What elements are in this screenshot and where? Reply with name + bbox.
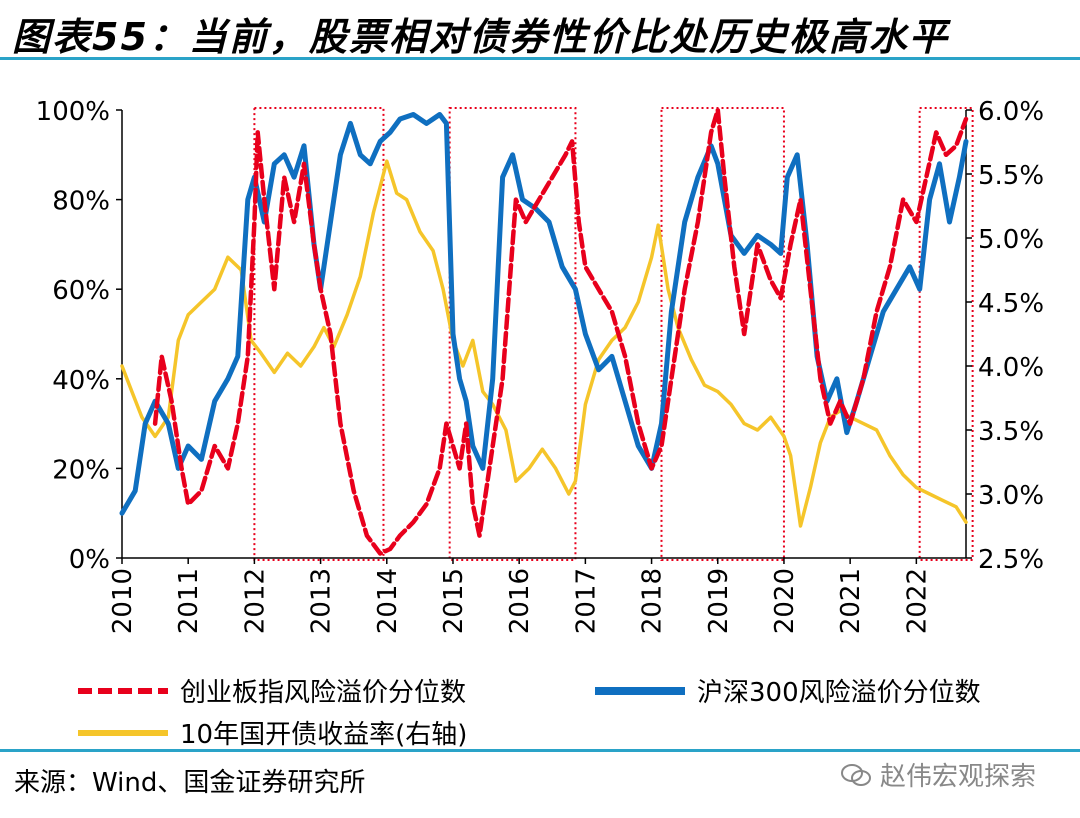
- y-right-tick-label: 5.0%: [978, 225, 1044, 255]
- legend-swatch-blue: [595, 686, 685, 695]
- chart-axes: [121, 110, 967, 559]
- watermark: 赵伟宏观探索: [840, 756, 1036, 793]
- series-line-0: [152, 107, 969, 556]
- x-tick-label: 2012: [240, 568, 270, 634]
- x-tick-label: 2018: [638, 568, 668, 634]
- x-tick-label: 2010: [108, 568, 138, 634]
- highlight-box-0: [253, 107, 385, 561]
- legend-label-red: 创业板指风险溢价分位数: [180, 678, 467, 708]
- legend-item-red: 创业板指风险溢价分位数: [78, 672, 466, 709]
- page-title: 图表55：当前，股票相对债券性价比处历史极高水平: [12, 15, 949, 59]
- highlight-boxes: [253, 107, 974, 561]
- chart-area: 0% 20% 40% 60% 80% 100% 2.5% 3.0% 3.5% 4.0% 4.5% 5.…: [36, 97, 1044, 634]
- highlight-box-2: [660, 107, 785, 561]
- x-tick-label: 2021: [836, 568, 866, 634]
- y-right-tick-label: 3.5%: [978, 417, 1044, 447]
- legend-item-blue: 沪深300风险溢价分位数: [595, 672, 981, 709]
- x-tick-label: 2011: [174, 568, 204, 634]
- y-left-tick-label: 80%: [52, 187, 110, 217]
- footer-divider: [0, 749, 1080, 752]
- x-tick-label: 2013: [307, 568, 337, 634]
- y-left-tick-label: 0%: [69, 545, 110, 575]
- chart-ticks: 0% 20% 40% 60% 80% 100% 2.5% 3.0% 3.5% 4.0% 4.5% 5.…: [36, 97, 1044, 634]
- highlight-box-3: [918, 107, 974, 561]
- x-tick-label: 2019: [704, 568, 734, 634]
- legend-item-yellow: 10年国开债收益率(右轴): [78, 714, 467, 751]
- y-right-tick-label: 4.5%: [978, 289, 1044, 319]
- watermark-text: 赵伟宏观探索: [880, 762, 1037, 792]
- y-left-tick-label: 100%: [36, 97, 110, 127]
- y-right-tick-label: 4.0%: [978, 353, 1044, 383]
- y-right-tick-label: 5.5%: [978, 161, 1044, 191]
- highlight-box-1: [448, 107, 577, 561]
- y-left-tick-label: 60%: [52, 276, 110, 306]
- y-left-tick-label: 20%: [52, 455, 110, 485]
- y-left-tick-label: 40%: [52, 366, 110, 396]
- chart-series: [119, 107, 969, 556]
- legend-label-yellow: 10年国开债收益率(右轴): [180, 720, 468, 750]
- legend-label-blue: 沪深300风险溢价分位数: [697, 678, 981, 708]
- title-divider: [0, 57, 1080, 60]
- x-tick-label: 2017: [571, 568, 601, 634]
- wechat-icon: [841, 763, 871, 786]
- y-right-tick-label: 2.5%: [978, 545, 1044, 575]
- y-right-tick-label: 6.0%: [978, 97, 1044, 127]
- x-tick-label: 2020: [770, 568, 800, 634]
- source-note: 来源：Wind、国金证券研究所: [14, 768, 366, 798]
- x-tick-label: 2016: [505, 568, 535, 634]
- x-tick-label: 2022: [902, 568, 932, 634]
- series-line-2: [120, 159, 968, 528]
- x-tick-label: 2015: [439, 568, 469, 634]
- y-right-tick-label: 3.0%: [978, 481, 1044, 511]
- x-tick-label: 2014: [373, 568, 403, 634]
- legend-swatch-yellow: [78, 729, 168, 736]
- legend-swatch-red: [78, 687, 168, 694]
